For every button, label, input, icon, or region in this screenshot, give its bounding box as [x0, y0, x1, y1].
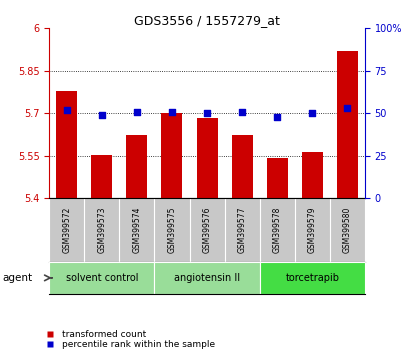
Bar	[301, 152, 322, 198]
Point	[343, 105, 350, 111]
Text: GSM399573: GSM399573	[97, 207, 106, 253]
Text: GSM399580: GSM399580	[342, 207, 351, 253]
Text: angiotensin II: angiotensin II	[173, 273, 240, 283]
Point	[98, 112, 105, 118]
Point	[63, 107, 70, 113]
Text: GSM399579: GSM399579	[307, 207, 316, 253]
Point	[238, 109, 245, 114]
Point	[273, 114, 280, 120]
Text: GSM399572: GSM399572	[62, 207, 71, 253]
Bar	[336, 51, 357, 198]
Text: GSM399575: GSM399575	[167, 207, 176, 253]
Text: agent: agent	[2, 273, 32, 283]
Bar	[231, 135, 252, 198]
Legend: transformed count, percentile rank within the sample: transformed count, percentile rank withi…	[41, 330, 215, 349]
Text: GSM399578: GSM399578	[272, 207, 281, 253]
Bar	[154, 262, 259, 294]
Point	[203, 110, 210, 116]
Bar	[91, 155, 112, 198]
Point	[308, 110, 315, 116]
Text: GSM399577: GSM399577	[237, 207, 246, 253]
Point	[133, 109, 140, 114]
Bar	[49, 262, 154, 294]
Text: solvent control: solvent control	[65, 273, 138, 283]
Bar	[126, 135, 147, 198]
Bar	[56, 91, 77, 198]
Text: GSM399574: GSM399574	[132, 207, 141, 253]
Bar	[266, 158, 287, 198]
Text: GSM399576: GSM399576	[202, 207, 211, 253]
Bar	[196, 118, 217, 198]
Bar	[161, 113, 182, 198]
Point	[168, 109, 175, 114]
Text: torcetrapib: torcetrapib	[285, 273, 339, 283]
Title: GDS3556 / 1557279_at: GDS3556 / 1557279_at	[134, 14, 279, 27]
Bar	[259, 262, 364, 294]
